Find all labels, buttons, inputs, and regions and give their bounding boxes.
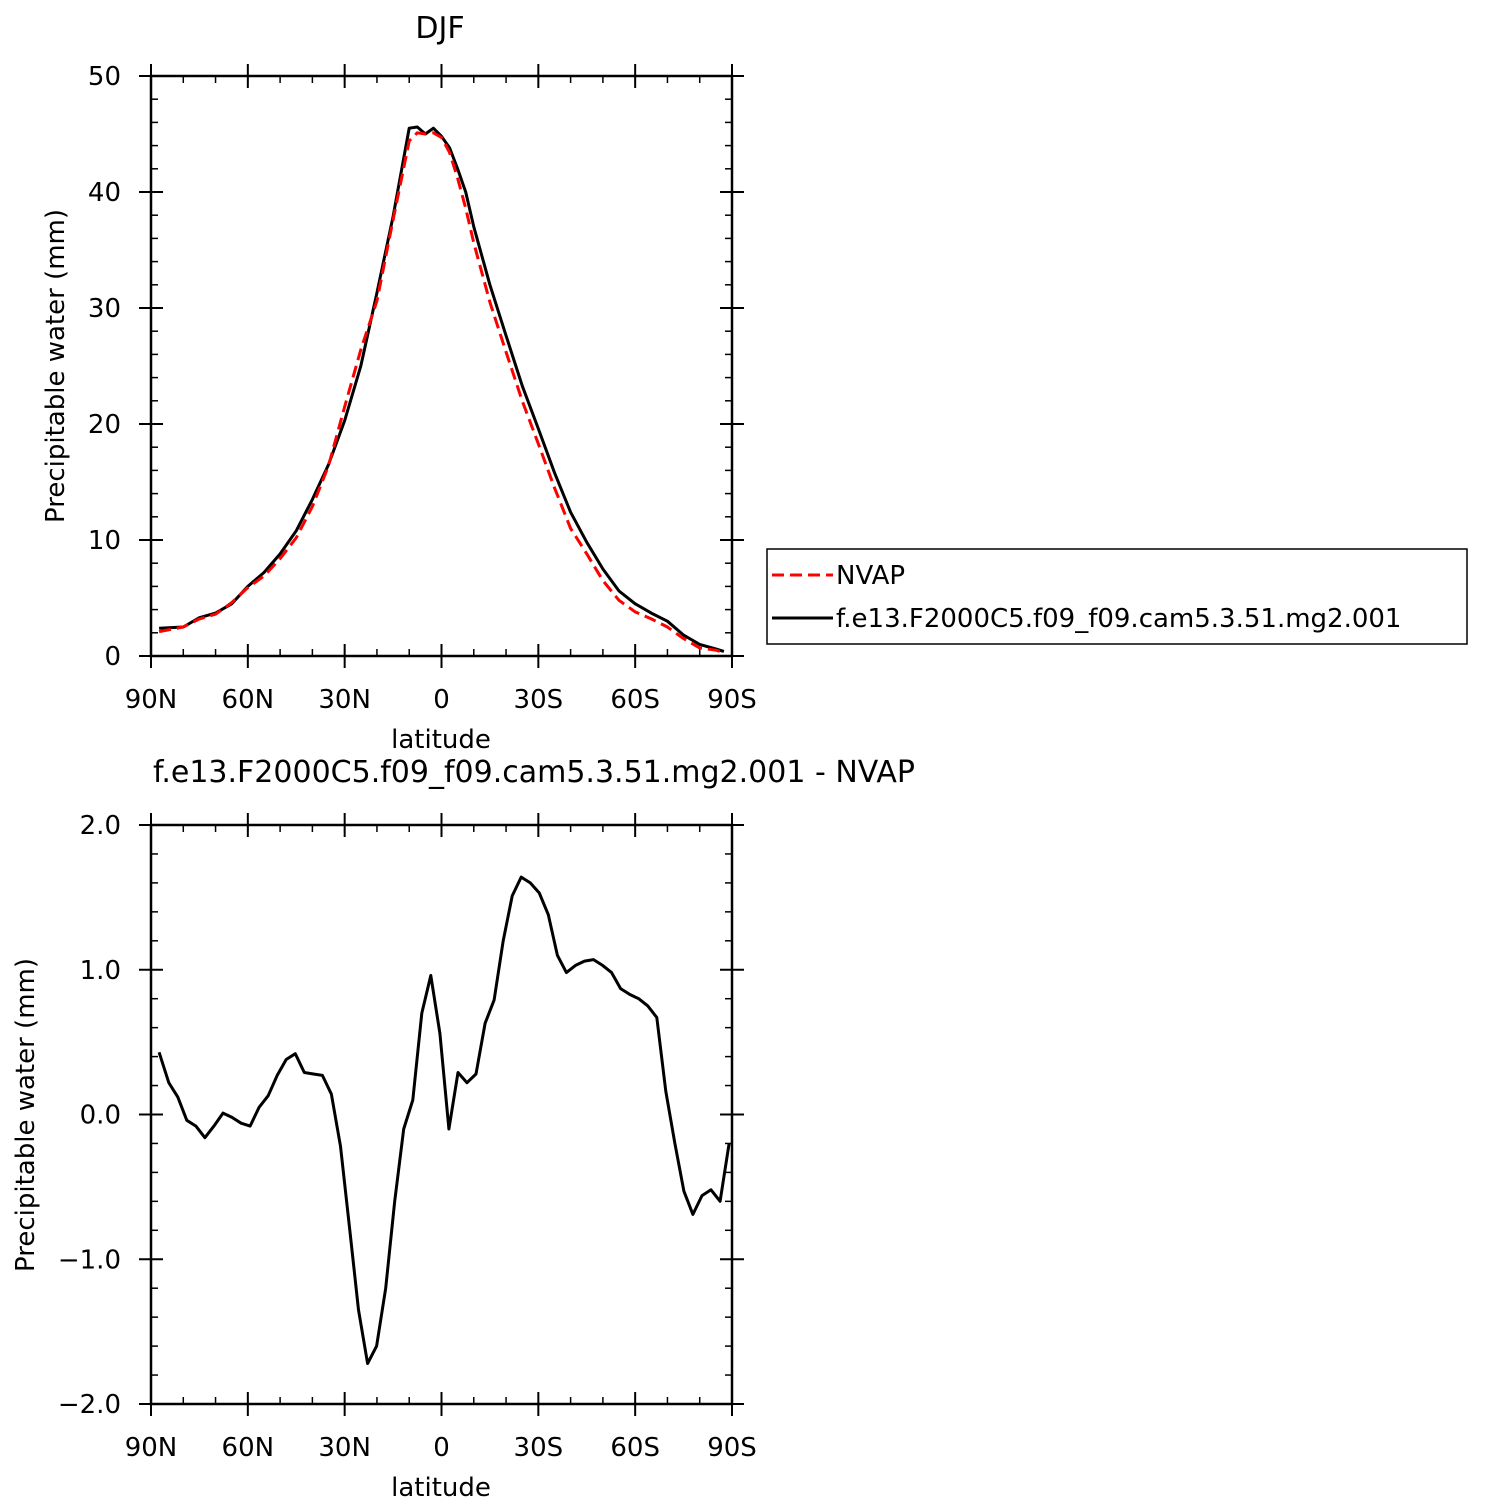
x-tick-label: 60N — [222, 1433, 275, 1463]
y-tick-label: 10 — [88, 526, 121, 556]
y-tick-label: −2.0 — [58, 1390, 121, 1420]
bottom-plot-panel: f.e13.F2000C5.f09_f09.cam5.3.51.mg2.001 … — [11, 755, 915, 1503]
y-tick-label: 0.0 — [80, 1101, 121, 1131]
y-tick-label: 20 — [88, 410, 121, 440]
y-tick-label: 50 — [88, 62, 121, 92]
bottom-series-group — [157, 875, 731, 1365]
y-tick-label: 0 — [104, 642, 121, 672]
y-tick-label: −1.0 — [58, 1245, 121, 1275]
top-y-axis-label: Precipitable water (mm) — [41, 209, 71, 523]
y-tick-label: 30 — [88, 294, 121, 324]
x-tick-label: 30N — [318, 685, 371, 715]
top-plot-panel: DJF 0 10 20 30 40 50 90N 60N 30N 0 30S 60S 90S lati… — [41, 11, 757, 755]
bottom-x-axis-label: latitude — [391, 1473, 491, 1503]
x-tick-label: 60N — [222, 685, 275, 715]
x-tick-label: 90S — [707, 685, 757, 715]
bottom-chart-title: f.e13.F2000C5.f09_f09.cam5.3.51.mg2.001 … — [153, 755, 915, 790]
x-tick-label: 90N — [125, 1433, 178, 1463]
series-line-1 — [158, 131, 725, 654]
x-tick-label: 30S — [514, 685, 564, 715]
top-y-axis: 0 10 20 30 40 50 — [88, 62, 744, 672]
top-x-axis-label: latitude — [391, 725, 491, 755]
bottom-y-axis-label: Precipitable water (mm) — [11, 958, 41, 1272]
legend-label-model: f.e13.F2000C5.f09_f09.cam5.3.51.mg2.001 — [836, 604, 1401, 634]
top-chart-title: DJF — [415, 11, 464, 46]
x-tick-label: 90N — [125, 685, 178, 715]
bottom-y-axis: −2.0 −1.0 0.0 1.0 2.0 — [58, 811, 744, 1420]
y-tick-label: 40 — [88, 178, 121, 208]
legend: NVAP f.e13.F2000C5.f09_f09.cam5.3.51.mg2… — [766, 548, 1468, 645]
legend-box — [766, 548, 1468, 645]
series-line-2 — [159, 125, 725, 653]
top-series-group — [158, 125, 725, 654]
top-x-axis: 90N 60N 30N 0 30S 60S 90S — [125, 64, 757, 715]
y-tick-label: 1.0 — [80, 956, 121, 986]
x-tick-label: 0 — [433, 1433, 450, 1463]
legend-label-nvap: NVAP — [836, 561, 905, 591]
series-line-1 — [157, 875, 731, 1365]
x-tick-label: 0 — [433, 685, 450, 715]
bottom-plot-frame — [149, 823, 734, 1406]
y-tick-label: 2.0 — [80, 811, 121, 841]
x-tick-label: 60S — [610, 685, 660, 715]
x-tick-label: 90S — [707, 1433, 757, 1463]
x-tick-label: 30S — [514, 1433, 564, 1463]
bottom-x-axis: 90N 60N 30N 0 30S 60S 90S — [125, 813, 757, 1463]
x-tick-label: 60S — [610, 1433, 660, 1463]
top-plot-frame — [149, 74, 734, 658]
x-tick-label: 30N — [318, 1433, 371, 1463]
